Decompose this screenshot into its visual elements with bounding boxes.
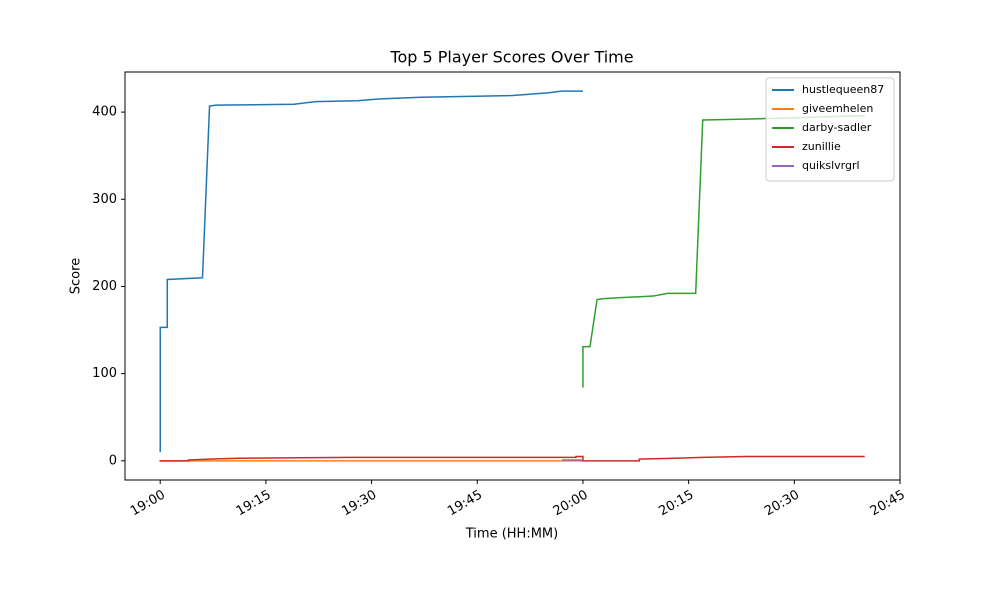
y-tick-label: 200: [92, 279, 117, 294]
legend-label: darby-sadler: [802, 121, 872, 134]
y-tick-label: 0: [109, 453, 117, 468]
y-axis-label: Score: [69, 258, 84, 294]
series-line: [159, 455, 865, 462]
legend-box: [765, 77, 895, 182]
legend-label: hustlequeen87: [802, 83, 884, 96]
series-line: [582, 114, 865, 388]
legend-label: giveemhelen: [802, 102, 873, 115]
y-tick-label: 100: [92, 366, 117, 381]
chart-title: Top 5 Player Scores Over Time: [389, 48, 633, 67]
y-tick-label: 400: [92, 105, 117, 120]
legend-label: quikslvrgrl: [802, 159, 860, 172]
legend-label: zunillie: [802, 140, 841, 153]
x-axis-label: Time (HH:MM): [465, 527, 558, 542]
series-line: [159, 90, 583, 453]
y-tick-label: 300: [92, 192, 117, 207]
plot-frame: [124, 71, 901, 481]
